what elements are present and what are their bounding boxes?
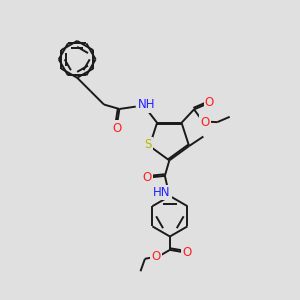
- Text: NH: NH: [138, 98, 156, 111]
- Text: HN: HN: [153, 186, 171, 199]
- Text: O: O: [112, 122, 122, 134]
- Text: O: O: [152, 250, 161, 263]
- Text: O: O: [142, 171, 152, 184]
- Text: O: O: [200, 116, 209, 129]
- Text: O: O: [205, 96, 214, 109]
- Text: O: O: [182, 246, 191, 259]
- Text: S: S: [144, 138, 152, 151]
